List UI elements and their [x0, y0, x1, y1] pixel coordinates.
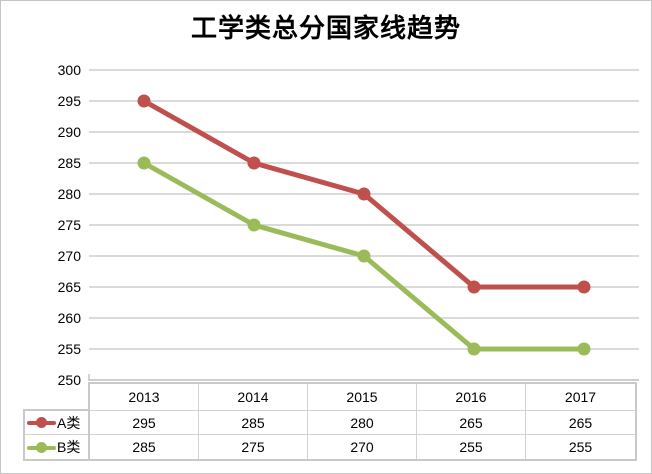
table-header-cell: 2013 [90, 384, 199, 411]
table-cell: 255 [568, 439, 593, 455]
table-cell: 265 [417, 411, 526, 435]
data-point-marker [137, 156, 151, 170]
table-cell: 270 [308, 435, 417, 459]
data-point-marker [247, 218, 261, 232]
legend-key-icon [27, 417, 56, 428]
legend-row: B类 [25, 435, 88, 459]
data-point-marker [357, 249, 371, 263]
data-point-marker [357, 187, 371, 201]
table-cell: 255 [417, 435, 526, 459]
y-axis-tick-label: 290 [58, 124, 82, 140]
y-axis-tick-label: 265 [58, 279, 82, 295]
y-axis-tick-label: 280 [58, 186, 82, 202]
legend-key-icon [27, 441, 56, 453]
y-axis-tick-label: 295 [58, 93, 82, 109]
legend-marker-icon [36, 417, 47, 428]
y-axis-tick-label: 285 [58, 155, 82, 171]
data-point-marker [577, 342, 591, 356]
table-cell: 295 [90, 411, 199, 435]
table-header-cell: 2017 [526, 384, 635, 411]
data-table-legend-column: A类 B类 [23, 409, 88, 461]
table-header-cell: 2016 [417, 384, 526, 411]
y-axis-tick-label: 255 [58, 341, 82, 357]
table-cell: 280 [308, 411, 417, 435]
table-cell: 285 [90, 435, 199, 459]
table-cell: 285 [199, 411, 308, 435]
data-point-marker [137, 94, 151, 108]
y-axis-tick-label: 300 [58, 62, 82, 78]
table-cell: 265 [526, 411, 635, 435]
y-axis-tick-label: 250 [58, 372, 82, 388]
legend-row: A类 [25, 411, 88, 435]
table-cell: 275 [199, 435, 308, 459]
y-axis-tick-label: 270 [58, 248, 82, 264]
y-axis-tick-label: 275 [58, 217, 82, 233]
table-header-cell: 2015 [308, 384, 417, 411]
table-header-cell: 2014 [199, 384, 308, 411]
data-point-marker [247, 156, 261, 170]
legend-series-label: A类 [57, 414, 81, 431]
data-point-marker [467, 342, 481, 356]
legend-series-label: B类 [57, 439, 81, 455]
chart-title: 工学类总分国家线趋势 [190, 13, 461, 43]
y-axis-tick-label: 260 [58, 310, 82, 326]
data-point-marker [467, 280, 481, 294]
legend-marker-icon [36, 441, 47, 453]
data-table: 2013 2014 2015 2016 2017 295 285 280 265 265 285 27… [88, 382, 637, 461]
data-point-marker [577, 280, 591, 294]
